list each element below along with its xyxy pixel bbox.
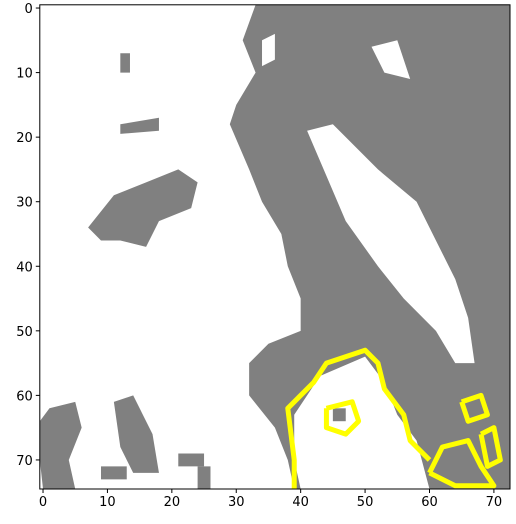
pixel-region bbox=[120, 53, 130, 73]
pixel-region bbox=[294, 356, 430, 489]
pixel-region bbox=[88, 169, 198, 247]
x-tick-label: 60 bbox=[421, 495, 438, 510]
contour bbox=[427, 438, 497, 489]
pixel-region bbox=[307, 124, 475, 364]
pixel-region bbox=[371, 40, 411, 80]
contour bbox=[459, 392, 490, 424]
x-tick-label: 30 bbox=[228, 495, 245, 510]
y-tick-label: 50 bbox=[16, 325, 33, 340]
x-tick-label: 50 bbox=[357, 495, 374, 510]
pixel-region bbox=[113, 395, 159, 473]
pixel-region bbox=[120, 117, 159, 134]
y-tick-label: 30 bbox=[16, 196, 33, 211]
x-tick-label: 40 bbox=[292, 495, 309, 510]
pixel-region bbox=[332, 408, 346, 422]
x-tick-label: 70 bbox=[486, 495, 503, 510]
contour bbox=[323, 399, 362, 437]
y-tick-label: 0 bbox=[25, 2, 33, 17]
y-tick-label: 10 bbox=[16, 67, 33, 82]
pixel-region bbox=[100, 466, 127, 480]
x-tick-label: 10 bbox=[99, 495, 116, 510]
image bbox=[39, 4, 510, 489]
y-tick-label: 40 bbox=[16, 260, 33, 275]
pixel-region bbox=[262, 33, 275, 67]
pixel-region bbox=[197, 466, 211, 489]
y-tick-label: 60 bbox=[16, 389, 33, 404]
y-tick-label: 70 bbox=[16, 454, 33, 469]
contour bbox=[285, 347, 432, 489]
pixel-region bbox=[39, 401, 82, 489]
contour bbox=[478, 425, 503, 469]
axes-frame bbox=[39, 4, 511, 490]
pixel-region bbox=[178, 453, 205, 467]
y-tick-label: 20 bbox=[16, 131, 33, 146]
x-tick-label: 0 bbox=[39, 495, 47, 510]
x-tick-label: 20 bbox=[164, 495, 181, 510]
